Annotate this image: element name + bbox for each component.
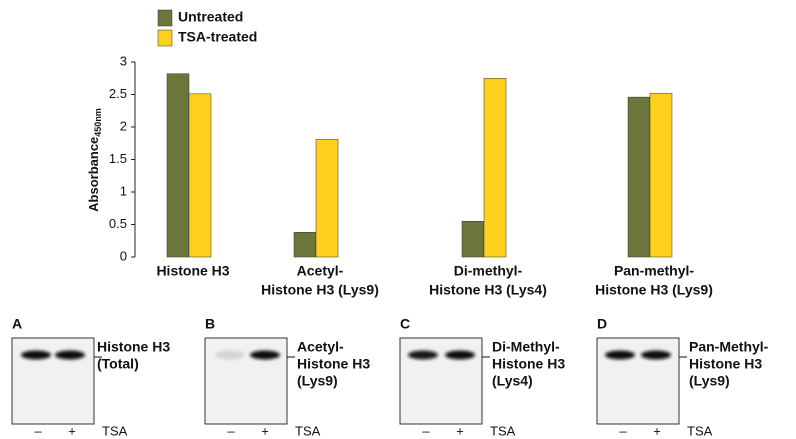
panel-letter: D — [597, 316, 607, 332]
blot-band — [445, 351, 475, 360]
x-tick-label: Histone H3 (Lys4) — [429, 282, 547, 298]
x-tick-label: Di-methyl- — [454, 263, 523, 279]
legend-label: TSA-treated — [178, 29, 257, 45]
panel-letter: A — [12, 316, 22, 332]
blot-band — [55, 351, 85, 360]
y-tick-label: 3 — [120, 53, 127, 68]
blot-label: (Lys9) — [297, 373, 338, 389]
bar — [628, 97, 650, 257]
y-tick-label: 0 — [120, 248, 127, 263]
y-axis-label: Absorbance450nm — [86, 108, 103, 212]
lane-label: – — [619, 423, 627, 438]
bar — [484, 78, 506, 257]
x-tick-label: Histone H3 — [156, 263, 229, 279]
x-tick-label: Acetyl- — [297, 263, 344, 279]
blot-band — [21, 351, 51, 360]
legend-swatch — [158, 10, 172, 26]
treatment-label: TSA — [687, 423, 713, 438]
x-tick-label: Histone H3 (Lys9) — [261, 282, 379, 298]
blot-band — [641, 351, 671, 360]
y-tick-label: 1 — [120, 183, 127, 198]
blot-label: Histone H3 — [689, 356, 762, 372]
blot-label: Pan-Methyl- — [689, 339, 769, 355]
y-label-sub: 450nm — [93, 108, 103, 137]
legend-label: Untreated — [178, 9, 243, 25]
legend-swatch — [158, 30, 172, 46]
blot-label: Histone H3 — [97, 339, 170, 355]
blot-band — [605, 351, 635, 360]
blot-label: (Total) — [97, 356, 139, 372]
bar — [462, 221, 484, 257]
blot-band — [250, 351, 280, 360]
bar — [294, 232, 316, 257]
blot-label: Histone H3 — [492, 356, 565, 372]
bar — [167, 74, 189, 257]
lane-label: – — [422, 423, 430, 438]
y-tick-label: 1.5 — [109, 151, 127, 166]
lane-label: + — [653, 423, 661, 438]
lane-label: + — [456, 423, 464, 438]
bar — [316, 139, 338, 257]
bar — [650, 93, 672, 257]
y-tick-label: 2 — [120, 118, 127, 133]
x-tick-label: Histone H3 (Lys9) — [595, 282, 713, 298]
blot-image — [400, 338, 482, 424]
lane-label: – — [227, 423, 235, 438]
y-label-main: Absorbance — [86, 137, 101, 212]
blot-band — [215, 351, 245, 360]
lane-label: + — [68, 423, 76, 438]
blot-label: Histone H3 — [297, 356, 370, 372]
y-tick-label: 0.5 — [109, 216, 127, 231]
blot-label: (Lys4) — [492, 373, 533, 389]
blot-label: Acetyl- — [297, 339, 344, 355]
figure: Absorbance450nm 0 0.5 1 1.5 2 2.5 3 Untreated TS… — [0, 0, 796, 439]
y-tick-label: 2.5 — [109, 86, 127, 101]
bar — [189, 94, 211, 257]
treatment-label: TSA — [295, 423, 321, 438]
blot-band — [408, 351, 438, 360]
blot-image — [597, 338, 679, 424]
blot-label: (Lys9) — [689, 373, 730, 389]
panel-letter: B — [205, 316, 215, 332]
blot-image — [12, 338, 94, 424]
lane-label: + — [261, 423, 269, 438]
blot-image — [205, 338, 287, 424]
blot-label: Di-Methyl- — [492, 339, 560, 355]
treatment-label: TSA — [490, 423, 516, 438]
treatment-label: TSA — [102, 423, 128, 438]
panel-letter: C — [400, 316, 410, 332]
x-tick-label: Pan-methyl- — [614, 263, 694, 279]
lane-label: – — [34, 423, 42, 438]
